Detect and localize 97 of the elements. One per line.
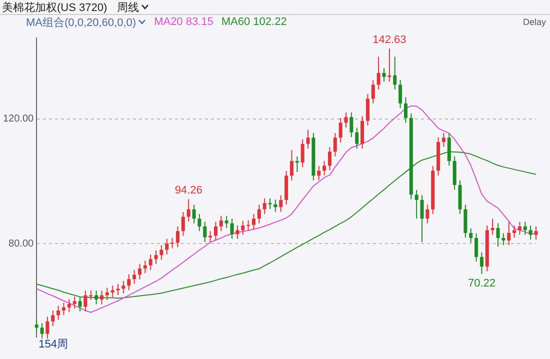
candlestick [208,230,212,243]
candlestick [382,68,386,82]
candlestick [72,296,76,310]
candlestick [127,274,131,291]
candlestick [490,218,494,236]
candlestick [46,316,50,340]
candlestick [268,198,272,210]
candlestick [371,80,375,104]
candlestick [295,156,299,172]
candlestick [252,213,256,230]
candlestick [442,132,446,148]
candlestick [496,222,500,248]
candlestick [317,166,321,181]
text: Delay [522,17,546,27]
text: MA20 83.15 [154,16,214,28]
candlestick [138,263,142,280]
candlestick [186,198,190,222]
candlestick [170,237,174,249]
candlestick [143,260,147,274]
candlestick [34,319,38,333]
candlestick [84,290,88,312]
candlestick [94,290,98,305]
candlestick [306,129,310,150]
candlestick [414,189,418,220]
candlestick [290,150,294,181]
candlestick [148,254,152,271]
candlestick [181,212,185,236]
candlestick [480,252,484,275]
candlestick [40,322,44,340]
candlestick [56,305,60,320]
candlestick [322,160,326,176]
candlestick [376,56,380,90]
candlestick [105,287,109,300]
candlestick [176,226,180,248]
annotation: 70.22 [468,278,496,290]
annotation: 142.63 [372,34,406,46]
candlestick [507,221,511,246]
chart-subtitle: MA组合(0,0,20,60,0,0) [26,16,136,30]
candlestick [469,228,473,244]
candlestick [464,204,468,238]
candlestick [100,290,104,305]
candlestick [426,204,430,224]
candlestick [338,118,342,143]
candlestick [132,270,136,284]
candlestick [350,112,354,138]
candlestick [366,94,370,126]
candlestick [154,250,158,264]
candlestick [262,198,266,214]
candlestick [160,244,164,260]
candlestick [236,225,240,240]
text: 154周 [38,338,68,351]
candlestick [192,204,196,224]
annotation: 94.26 [174,184,202,197]
candlestick [388,48,392,82]
candlestick [279,194,283,212]
candlestick [203,221,207,243]
candlestick [333,132,337,157]
candlestick [404,96,408,124]
candlestick [257,204,261,224]
candlestick [214,221,218,241]
candlestick [246,220,250,231]
candlestick [393,56,397,90]
candlestick [452,156,456,190]
text: 周线 [117,0,140,14]
candlestick [241,220,245,236]
y-tick-label: 120.00 [2,114,34,125]
candlestick [420,194,424,243]
candlestick [198,213,202,232]
candlestick [78,296,82,312]
candlestick [512,225,516,238]
candlestick [502,232,506,246]
candlestick [344,112,348,128]
candlestick [474,232,478,262]
candlestick [116,284,120,296]
candlestick [62,302,66,316]
candlestick [447,132,451,166]
candlestick [328,146,332,171]
candlestick [89,290,93,300]
candlestick [122,280,126,294]
candlestick [355,127,359,150]
candlestick [51,310,55,327]
candlestick [300,138,304,168]
candlestick [518,221,522,236]
candlestick [219,215,223,232]
candlestick [67,298,71,313]
chart-title: 美棉花加权(US 3720) [2,0,108,14]
candlestick [528,225,532,240]
candlestick [110,285,114,298]
candlestick [165,238,169,255]
candlestick [360,116,364,150]
candlestick [534,226,538,240]
candlestick [523,221,527,236]
text: MA60 102.22 [221,16,287,28]
candlestick [230,218,234,240]
candlestick [224,215,228,228]
candlestick [398,80,402,109]
y-tick-label: 80.00 [8,238,34,250]
